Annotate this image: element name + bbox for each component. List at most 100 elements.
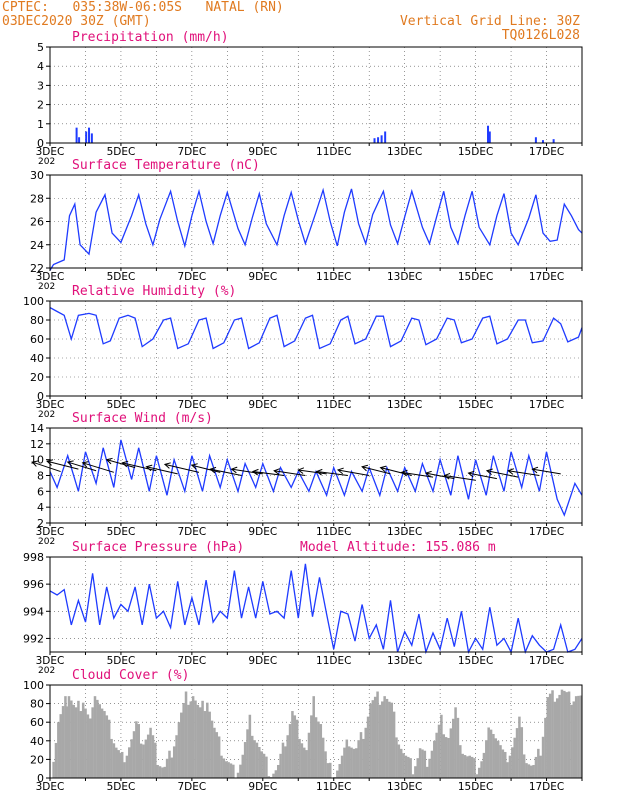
cloud-cover-bar: [532, 764, 535, 778]
surface-wind-ytick-label: 4: [37, 501, 44, 514]
wind-arrowhead: [66, 460, 74, 467]
surface-temperature-xtick-label: 17DEC: [529, 271, 564, 283]
surface-temperature-xtick-label: 9DEC: [248, 271, 277, 283]
cloud-cover-bar: [388, 701, 391, 778]
cloud-cover-bar: [310, 715, 313, 778]
surface-pressure-title: Surface Pressure (hPa): [72, 540, 244, 555]
cloud-cover-bar: [366, 716, 370, 778]
cloud-cover-bar: [265, 756, 268, 778]
cloud-cover-bar: [267, 776, 271, 778]
precipitation-bar: [78, 137, 81, 143]
wind-arrow: [401, 471, 434, 478]
cloud-cover-bar: [139, 743, 143, 778]
wind-arrowhead: [230, 466, 238, 474]
cloud-cover-bar: [513, 737, 516, 778]
relative-humidity-xtick-label: 17DEC: [529, 399, 564, 411]
surface-pressure-xtick-label: 5DEC: [107, 655, 136, 667]
wind-arrowhead: [209, 466, 217, 474]
cloud-cover-bar: [91, 707, 94, 778]
surface-wind-year-fragment: 202: [38, 537, 55, 547]
cloud-cover-bar: [177, 722, 181, 778]
cloud-cover-bar: [451, 718, 455, 778]
cloud-cover-bar: [376, 691, 379, 778]
cloud-cover-bar: [525, 763, 528, 778]
precipitation-bar: [88, 127, 91, 143]
cloud-cover-bar: [262, 753, 266, 778]
cloud-cover-bar: [475, 774, 479, 778]
cloud-cover-bar: [86, 714, 90, 778]
cloud-cover-bar: [470, 756, 474, 778]
cloud-cover-bar: [577, 695, 580, 778]
wind-arrow: [252, 471, 285, 476]
cloud-cover-bar: [579, 695, 583, 778]
wind-arrowhead: [507, 468, 515, 475]
cloud-cover-bar: [373, 696, 377, 778]
cloud-cover-bar: [281, 742, 285, 778]
precipitation-xtick-label: 15DEC: [458, 146, 493, 158]
surface-wind-xtick-label: 11DEC: [316, 526, 351, 538]
cloud-cover-bar: [191, 696, 195, 778]
cloud-cover-bar: [255, 742, 259, 778]
cloud-cover-bar: [74, 707, 78, 778]
precipitation-xtick-label: 11DEC: [316, 146, 351, 158]
cloud-cover-bar: [482, 752, 486, 778]
cloud-cover-bar: [196, 704, 200, 778]
cloud-cover-xtick-label: 9DEC: [248, 781, 277, 793]
precipitation-bar: [373, 138, 376, 143]
cloud-cover-bar: [527, 764, 531, 778]
cloud-cover-bar: [541, 736, 545, 778]
cloud-cover-bar: [130, 739, 133, 778]
precipitation-ytick-label: 2: [37, 99, 44, 112]
cloud-cover-ytick-label: 40: [30, 735, 44, 748]
cloud-cover-bar: [463, 755, 467, 778]
relative-humidity-ytick-label: 40: [30, 352, 44, 365]
cloud-cover-bar: [395, 737, 398, 778]
precipitation-bar: [488, 131, 491, 143]
cloud-cover-bar: [89, 718, 92, 778]
cloud-cover-bar: [105, 715, 109, 778]
precipitation-xtick-label: 7DEC: [177, 146, 206, 158]
cloud-cover-bar: [492, 733, 495, 778]
relative-humidity-xtick-label: 11DEC: [316, 399, 351, 411]
cloud-cover-bar: [52, 761, 55, 778]
cloud-cover-bar: [461, 753, 464, 778]
surface-temperature-ytick-label: 26: [30, 216, 44, 229]
cloud-cover-bar: [168, 750, 171, 778]
cloud-cover-bar: [241, 754, 245, 778]
surface-wind-line: [49, 439, 583, 517]
surface-wind-xtick-label: 17DEC: [529, 526, 564, 538]
wind-arrowhead: [315, 468, 323, 476]
cloud-cover-bar: [350, 747, 353, 778]
cloud-cover-bar: [329, 762, 332, 778]
cloud-cover-bar: [288, 724, 292, 778]
cloud-cover-bar: [499, 745, 502, 778]
cloud-cover-bar: [503, 751, 507, 778]
wind-arrow: [146, 466, 178, 475]
surface-wind-ytick-label: 8: [37, 470, 44, 483]
wind-arrow: [425, 472, 455, 480]
cloud-cover-bar: [222, 758, 226, 778]
wind-arrowhead: [273, 468, 280, 475]
cloud-cover-bar: [347, 746, 351, 778]
wind-arrowhead: [443, 472, 451, 480]
surface-temperature-line: [49, 187, 583, 271]
precipitation-bar: [534, 137, 537, 143]
precipitation-bar: [487, 125, 490, 143]
surface-temperature-xtick-label: 11DEC: [316, 271, 351, 283]
cloud-cover-bar: [430, 750, 434, 778]
cloud-cover-bar: [324, 751, 327, 778]
cloud-cover-xtick-label: 17DEC: [529, 781, 564, 793]
cloud-cover-bar: [117, 750, 120, 778]
cloud-cover-bar: [300, 743, 304, 778]
surface-wind-xtick-label: 9DEC: [248, 526, 277, 538]
cloud-cover-bar: [305, 750, 308, 778]
cloud-cover-bar: [215, 732, 219, 778]
cloud-cover-bar: [385, 698, 389, 778]
cloud-cover-bar: [338, 764, 341, 778]
cloud-cover-bar: [567, 691, 571, 778]
cloud-cover-bar: [248, 714, 252, 778]
cloud-cover-bar: [402, 753, 405, 778]
cloud-cover-bar: [319, 724, 323, 778]
cloud-cover-bar: [529, 765, 533, 778]
cloud-cover-bar: [326, 763, 330, 778]
